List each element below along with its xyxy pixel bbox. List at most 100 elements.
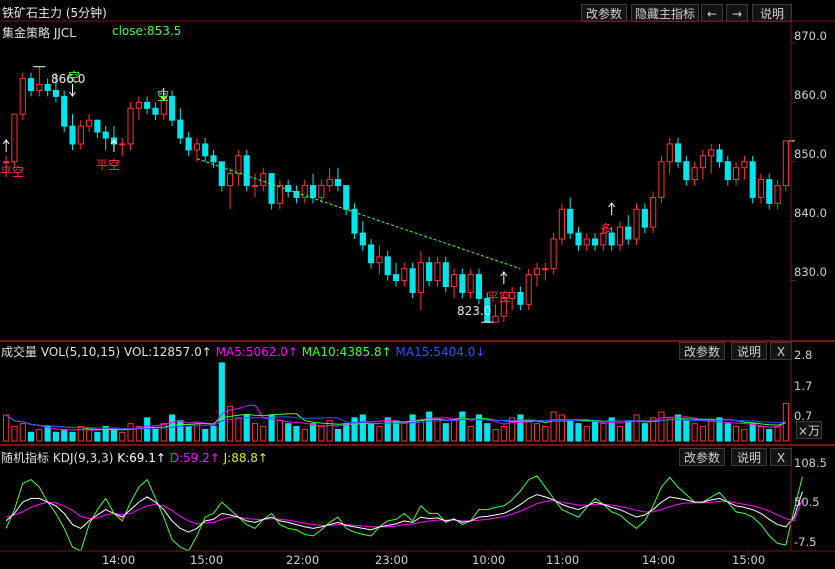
volume-bar (334, 428, 342, 442)
volume-bar (459, 411, 466, 442)
kdj-change-params-button[interactable]: 改参数 (679, 448, 725, 466)
volume-bar (44, 426, 51, 442)
volume-bar (575, 423, 582, 442)
volume-name: 成交量 (1, 345, 38, 359)
volume-bar (202, 428, 209, 442)
candle-body (168, 95, 176, 121)
candle-body (152, 107, 159, 115)
candle-body (3, 161, 10, 164)
volume-bar (135, 426, 142, 442)
kdj-panel-title: 随机指标 KDJ(9,3,3) K:69.1↑ D:59.2↑ J:88.8↑ (1, 449, 268, 466)
volume-change-params-button[interactable]: 改参数 (679, 342, 725, 360)
candle-body (19, 78, 26, 115)
arrow-head (69, 91, 76, 97)
candle-body (625, 226, 632, 240)
volume-bar (708, 420, 715, 442)
change-params-button[interactable]: 改参数 (581, 4, 627, 22)
volume-bar (500, 426, 507, 442)
candle-body (268, 173, 275, 204)
volume-bar (27, 431, 35, 442)
candle-body (243, 155, 250, 187)
volume-unit-button[interactable]: ×万 (796, 421, 822, 439)
volume-bar (475, 414, 483, 442)
kdj-name: 随机指标 (1, 451, 50, 465)
kdj-axis-label: -7.5 (794, 535, 817, 549)
candle-body (509, 291, 516, 299)
volume-close-button[interactable]: X (770, 342, 792, 360)
volume-bar (3, 414, 10, 442)
volume-bar (318, 426, 325, 442)
candle-body (185, 137, 192, 151)
candle-body (301, 185, 308, 198)
volume-bar (168, 414, 176, 442)
volume-bar (210, 426, 217, 442)
volume-bar (733, 426, 740, 442)
signal-kong: 空 (68, 70, 81, 84)
volume-bar (409, 414, 416, 442)
volume-bar (376, 426, 383, 442)
candle-body (102, 131, 109, 139)
volume-bar (450, 420, 458, 442)
volume-bar (683, 420, 690, 442)
candle-body (450, 274, 458, 288)
volume-ma15: MA15:5404.0↓ (395, 345, 486, 359)
signal-pingkong: 平空 (0, 165, 25, 179)
candle-body (674, 143, 682, 163)
candle-body (251, 185, 259, 188)
arrow-head (500, 271, 508, 277)
candle-body (699, 155, 706, 169)
arrow-head (608, 202, 616, 208)
volume-bar (193, 423, 200, 442)
price-label-860: 860.0 (794, 88, 827, 102)
candle-body (193, 143, 200, 151)
price-label-840: 840.0 (794, 206, 827, 220)
candle-body (592, 238, 599, 246)
volume-bar (185, 426, 192, 442)
price-label-870: 870.0 (794, 29, 827, 43)
candle-body (650, 196, 657, 228)
volume-bar (77, 426, 84, 442)
candle-body (77, 125, 84, 145)
volume-bar (384, 417, 391, 442)
candle-body (525, 274, 532, 305)
volume-bar (741, 428, 748, 442)
volume-bar (467, 426, 474, 442)
candle-body (633, 208, 640, 240)
kdj-help-button[interactable]: 说明 (731, 448, 767, 466)
volume-bar (52, 431, 59, 442)
candle-body (542, 268, 549, 271)
candle-body (434, 262, 441, 282)
volume-bar (309, 423, 317, 442)
kdj-close-button[interactable]: X (770, 448, 792, 466)
candle-body (608, 232, 615, 246)
volume-bar (691, 423, 698, 442)
candle-body (782, 140, 789, 187)
volume-bar (86, 428, 93, 442)
candle-body (368, 244, 375, 264)
time-label: 14:00 (642, 553, 676, 567)
volume-bar (641, 423, 648, 442)
candle-body (202, 143, 209, 157)
candle-body (766, 179, 773, 204)
candle-body (716, 149, 723, 163)
candle-body (276, 185, 283, 204)
volume-bar (699, 426, 706, 442)
volume-bar (592, 420, 599, 442)
volume-bar (19, 423, 26, 442)
volume-bar (674, 414, 682, 442)
volume-bar (509, 417, 516, 442)
volume-bar (600, 423, 607, 442)
volume-bar (542, 426, 549, 442)
volume-help-button[interactable]: 说明 (731, 342, 767, 360)
volume-ma5-line (5, 404, 787, 431)
kdj-axis-label: 50.5 (794, 495, 820, 509)
volume-bar (102, 426, 109, 442)
volume-bar (583, 426, 590, 442)
candle-body (641, 208, 648, 228)
candle-body (426, 262, 433, 282)
volume-bar (558, 414, 565, 442)
volume-bar (160, 423, 167, 442)
volume-bar (359, 414, 366, 442)
volume-bar (11, 426, 18, 442)
